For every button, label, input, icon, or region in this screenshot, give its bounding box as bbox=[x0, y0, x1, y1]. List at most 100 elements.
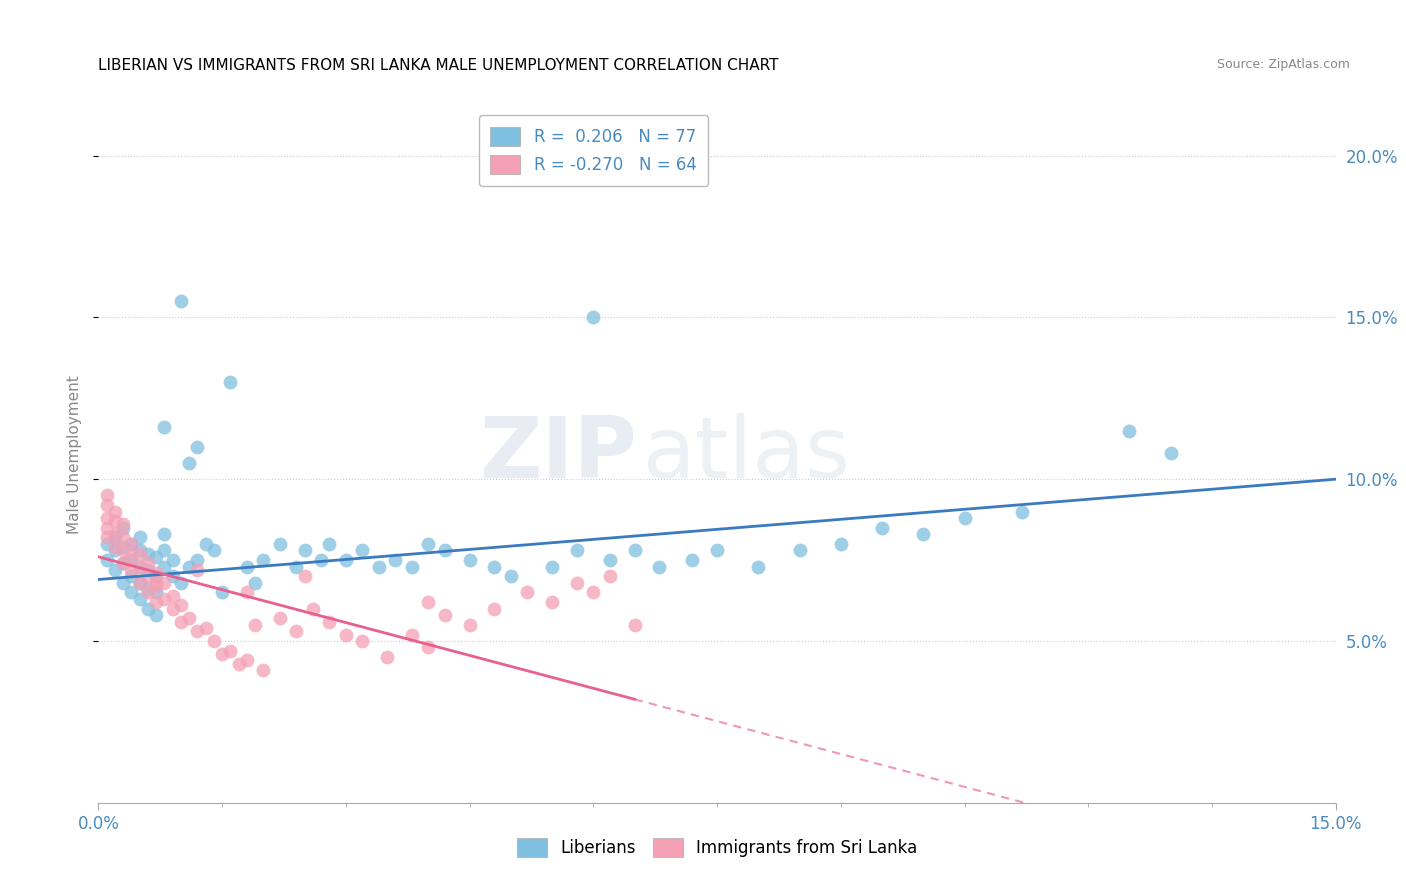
Point bbox=[352, 634, 374, 648]
Point bbox=[104, 543, 127, 558]
Point bbox=[870, 521, 893, 535]
Point bbox=[136, 582, 159, 597]
Point bbox=[186, 624, 208, 639]
Point bbox=[953, 511, 976, 525]
Point bbox=[211, 647, 233, 661]
Point bbox=[285, 559, 308, 574]
Point bbox=[294, 569, 316, 583]
Point bbox=[269, 537, 291, 551]
Point bbox=[128, 547, 150, 561]
Point bbox=[128, 531, 150, 545]
Point bbox=[1160, 446, 1182, 460]
Point bbox=[104, 563, 127, 577]
Point bbox=[145, 608, 167, 623]
Point bbox=[789, 543, 811, 558]
Point bbox=[112, 521, 135, 535]
Point bbox=[128, 559, 150, 574]
Point bbox=[96, 498, 118, 512]
Point bbox=[96, 488, 118, 502]
Point bbox=[136, 557, 159, 571]
Point bbox=[401, 559, 423, 574]
Point bbox=[236, 653, 259, 667]
Point bbox=[582, 585, 605, 599]
Point bbox=[162, 589, 184, 603]
Point bbox=[162, 553, 184, 567]
Point bbox=[747, 559, 769, 574]
Point bbox=[170, 575, 193, 590]
Point bbox=[335, 553, 357, 567]
Point bbox=[104, 527, 127, 541]
Point bbox=[145, 575, 167, 590]
Point bbox=[120, 585, 142, 599]
Point bbox=[179, 611, 201, 625]
Point bbox=[375, 650, 398, 665]
Point bbox=[112, 543, 135, 558]
Point bbox=[145, 585, 167, 599]
Point bbox=[211, 585, 233, 599]
Point bbox=[170, 615, 193, 629]
Point bbox=[228, 657, 250, 671]
Point bbox=[219, 375, 242, 389]
Point bbox=[599, 569, 621, 583]
Point bbox=[104, 514, 127, 528]
Point bbox=[128, 575, 150, 590]
Point bbox=[153, 575, 176, 590]
Text: LIBERIAN VS IMMIGRANTS FROM SRI LANKA MALE UNEMPLOYMENT CORRELATION CHART: LIBERIAN VS IMMIGRANTS FROM SRI LANKA MA… bbox=[98, 58, 779, 73]
Point bbox=[153, 591, 176, 606]
Point bbox=[648, 559, 671, 574]
Point bbox=[236, 585, 259, 599]
Point bbox=[145, 566, 167, 580]
Point bbox=[145, 569, 167, 583]
Point bbox=[120, 563, 142, 577]
Point bbox=[153, 527, 176, 541]
Point bbox=[96, 511, 118, 525]
Point bbox=[565, 543, 588, 558]
Point bbox=[170, 599, 193, 613]
Text: atlas: atlas bbox=[643, 413, 851, 497]
Point bbox=[318, 615, 340, 629]
Point bbox=[179, 559, 201, 574]
Point bbox=[136, 569, 159, 583]
Point bbox=[294, 543, 316, 558]
Point bbox=[706, 543, 728, 558]
Point bbox=[335, 627, 357, 641]
Point bbox=[128, 559, 150, 574]
Point bbox=[516, 585, 538, 599]
Point bbox=[96, 537, 118, 551]
Point bbox=[681, 553, 703, 567]
Point bbox=[120, 569, 142, 583]
Text: ZIP: ZIP bbox=[479, 413, 637, 497]
Point bbox=[162, 569, 184, 583]
Point bbox=[252, 663, 274, 677]
Point bbox=[112, 575, 135, 590]
Point bbox=[285, 624, 308, 639]
Point bbox=[830, 537, 852, 551]
Point bbox=[252, 553, 274, 567]
Point bbox=[418, 595, 440, 609]
Point bbox=[541, 595, 564, 609]
Point bbox=[186, 553, 208, 567]
Point bbox=[565, 575, 588, 590]
Point bbox=[458, 617, 481, 632]
Point bbox=[128, 543, 150, 558]
Point bbox=[194, 621, 217, 635]
Point bbox=[136, 547, 159, 561]
Point bbox=[145, 549, 167, 564]
Point bbox=[541, 559, 564, 574]
Point bbox=[243, 575, 266, 590]
Point bbox=[112, 531, 135, 545]
Y-axis label: Male Unemployment: Male Unemployment bbox=[67, 376, 83, 534]
Point bbox=[179, 456, 201, 470]
Point bbox=[96, 521, 118, 535]
Point bbox=[202, 543, 225, 558]
Point bbox=[352, 543, 374, 558]
Point bbox=[418, 640, 440, 655]
Point bbox=[623, 617, 645, 632]
Point bbox=[309, 553, 332, 567]
Point bbox=[458, 553, 481, 567]
Point bbox=[318, 537, 340, 551]
Point bbox=[499, 569, 522, 583]
Point bbox=[120, 549, 142, 564]
Point bbox=[302, 601, 325, 615]
Point bbox=[104, 540, 127, 554]
